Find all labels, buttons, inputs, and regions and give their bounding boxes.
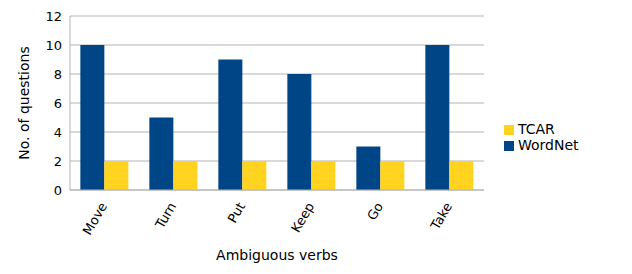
svg-text:Keep: Keep (288, 200, 317, 235)
svg-text:Put: Put (225, 200, 248, 226)
svg-text:Move: Move (80, 200, 110, 238)
html-text:TCAR: TCAR (518, 121, 555, 137)
svg-text:4: 4 (54, 125, 62, 140)
svg-text:6: 6 (54, 96, 62, 111)
svg-text:10: 10 (45, 38, 62, 53)
svg-text:Turn: Turn (152, 200, 179, 232)
svg-text:Take: Take (427, 200, 455, 233)
svg-text:12: 12 (45, 9, 62, 24)
svg-text:0: 0 (54, 183, 62, 198)
svg-text:2: 2 (54, 154, 62, 169)
html-text:WordNet: WordNet (518, 137, 579, 153)
svg-text:No. of questions: No. of questions (16, 46, 32, 159)
svg-text:8: 8 (54, 67, 62, 82)
svg-text:Ambiguous verbs: Ambiguous verbs (216, 247, 338, 263)
svg-text:Go: Go (364, 200, 386, 223)
